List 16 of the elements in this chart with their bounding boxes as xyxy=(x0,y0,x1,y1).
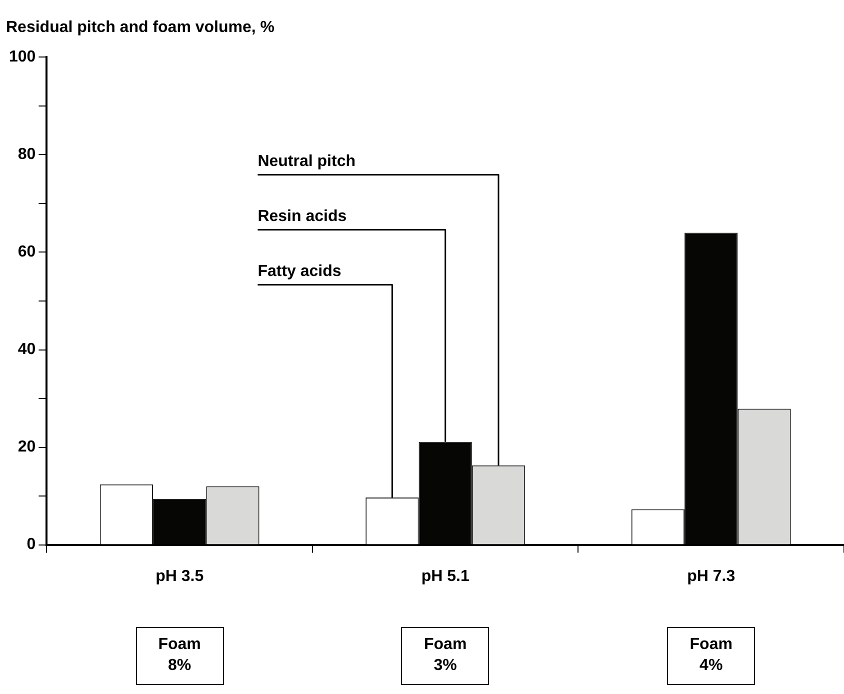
x-tick-label: pH 7.3 xyxy=(687,568,736,585)
y-tick-label: 40 xyxy=(18,341,36,358)
y-tick-label: 60 xyxy=(18,244,36,261)
text: Fatty acids xyxy=(258,263,342,280)
text: Neutral pitch xyxy=(258,153,356,170)
text: Resin acids xyxy=(258,208,347,226)
text: Foam 8% xyxy=(157,635,202,676)
y-tick-label: 100 xyxy=(8,48,36,66)
y-tick-label: 20 xyxy=(18,438,36,456)
text: Foam 4% xyxy=(688,635,734,676)
y-tick-label: 80 xyxy=(18,146,36,164)
x-tick-label: pH 5.1 xyxy=(421,568,470,585)
y-tick-label: 0 xyxy=(26,536,36,554)
text: Foam 3% xyxy=(423,635,468,676)
chart-title: Residual pitch and foam volume, % xyxy=(6,19,274,36)
x-tick-label: pH 3.5 xyxy=(156,568,204,585)
